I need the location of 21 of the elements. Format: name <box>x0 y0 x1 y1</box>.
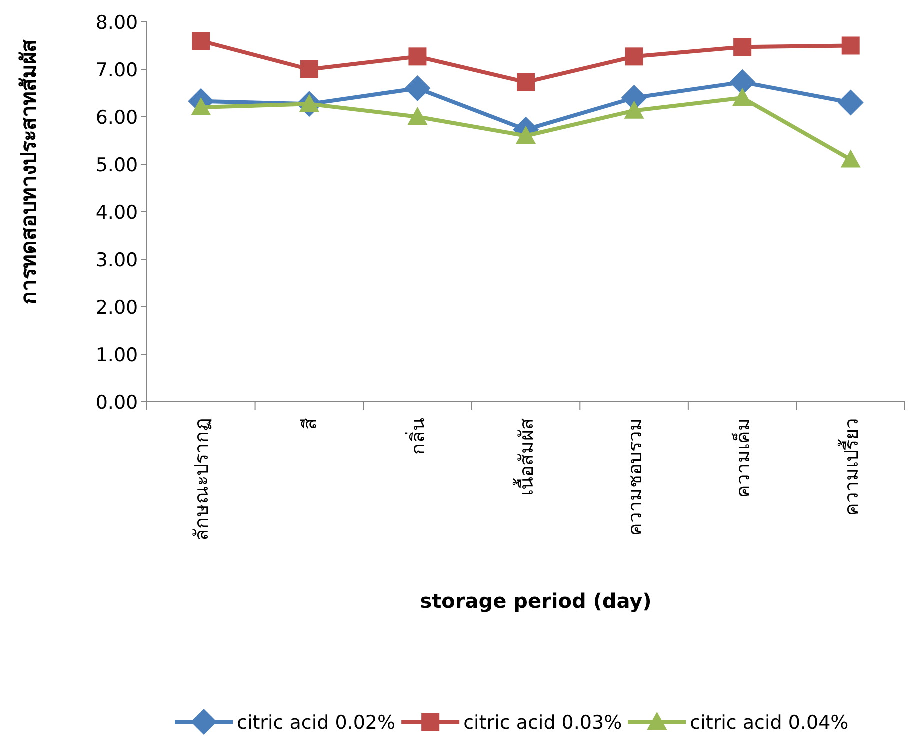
y-tick-label: 3.00 <box>96 250 138 272</box>
y-tick-label: 5.00 <box>96 154 138 176</box>
x-tick-label: กลิ่น <box>404 418 430 455</box>
x-axis-title: storage period (day) <box>420 589 652 613</box>
x-tick-label: ความชอบรวม <box>624 418 646 536</box>
y-tick-label: 4.00 <box>96 202 138 224</box>
y-tick-label: 7.00 <box>96 60 138 82</box>
y-tick-label: 0.00 <box>96 392 138 414</box>
y-tick-label: 8.00 <box>96 12 138 34</box>
x-tick-label: เนื้อสัมผัส <box>513 418 538 496</box>
x-tick-label: ลักษณะปรากฏ <box>191 418 214 541</box>
x-tick-label: ความเค็ม <box>730 418 755 498</box>
y-tick-label: 2.00 <box>96 297 138 319</box>
legend-label: citric acid 0.03% <box>464 712 622 734</box>
legend-label: citric acid 0.02% <box>237 712 396 734</box>
y-tick-label: 1.00 <box>96 344 138 366</box>
y-tick-label: 6.00 <box>96 107 138 129</box>
x-tick-label: สี <box>299 418 322 430</box>
y-axis-title: การทดสอบทางประสาทสัมผัส <box>17 40 41 304</box>
x-tick-label: ความเปรี้ยว <box>838 418 863 516</box>
legend-label: citric acid 0.04% <box>690 712 849 734</box>
